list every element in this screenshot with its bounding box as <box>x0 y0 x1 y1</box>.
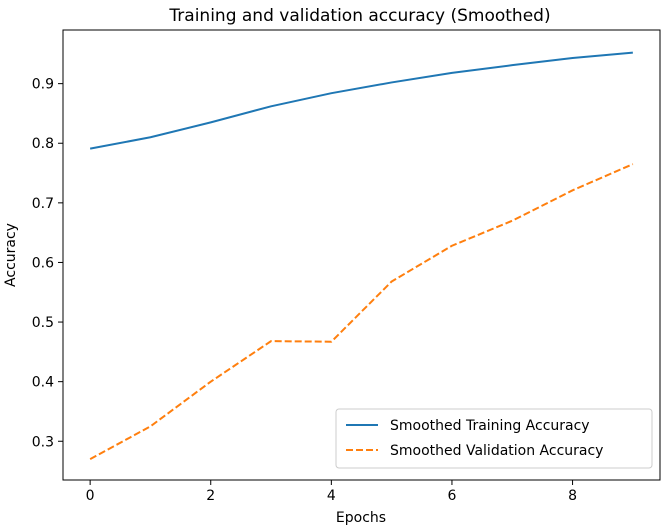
y-tick-label: 0.7 <box>32 196 54 212</box>
y-tick-label: 0.5 <box>32 315 54 331</box>
y-axis-label: Accuracy <box>3 223 19 287</box>
y-tick-label: 0.6 <box>32 255 54 271</box>
y-tick-label: 0.8 <box>32 136 54 152</box>
x-tick-label: 8 <box>568 488 577 504</box>
legend-entry-label: Smoothed Validation Accuracy <box>390 443 603 459</box>
y-tick-label: 0.4 <box>32 375 54 391</box>
x-tick-label: 0 <box>86 488 95 504</box>
plot-frame <box>62 29 661 481</box>
x-axis-label: Epochs <box>336 510 386 526</box>
legend: Smoothed Training Accuracy Smoothed Valid… <box>335 408 653 469</box>
x-tick-label: 4 <box>327 488 336 504</box>
chart-title: Training and validation accuracy (Smooth… <box>168 6 550 26</box>
x-tick-label: 6 <box>447 488 456 504</box>
y-tick-label: 0.3 <box>32 434 54 450</box>
legend-entry-label: Smoothed Training Accuracy <box>390 418 590 434</box>
legend-box <box>335 408 653 469</box>
x-tick-label: 2 <box>206 488 215 504</box>
y-tick-label: 0.9 <box>32 77 54 93</box>
plot-area: 0 2 4 6 8 0.3 0.4 0.5 0.6 0.7 0.8 0.9 <box>32 29 661 504</box>
series-line-validation <box>89 163 634 461</box>
series-line-training <box>89 51 633 150</box>
